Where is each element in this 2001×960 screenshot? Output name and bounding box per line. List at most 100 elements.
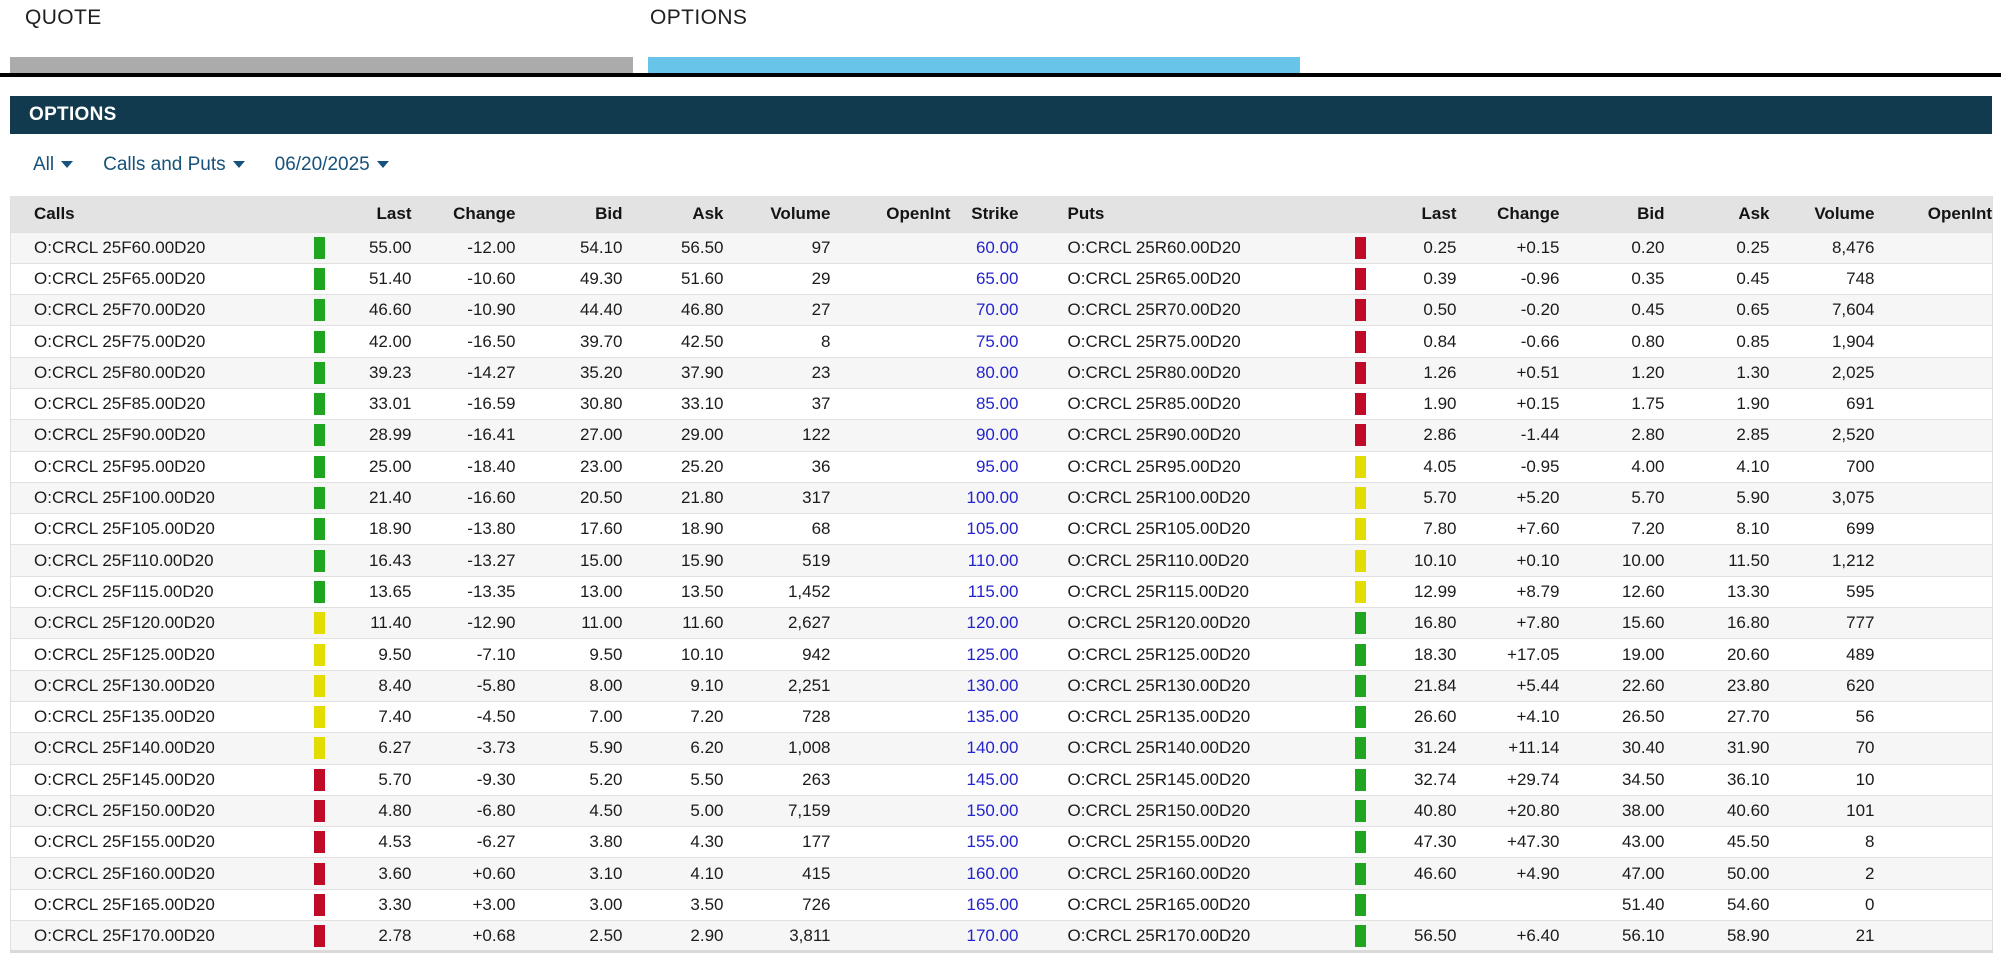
strike-link[interactable]: 160.00 [966, 863, 1019, 883]
put-change-cell: +29.74 [1507, 769, 1560, 789]
call-ask-cell: 25.20 [680, 456, 724, 476]
strike-link[interactable]: 125.00 [966, 644, 1019, 664]
type-dropdown[interactable]: Calls and Puts [103, 154, 245, 176]
call-last-cell: 13.65 [368, 581, 412, 601]
call-symbol-cell: O:CRCL 25F170.00D20 [34, 925, 215, 945]
green-signal-icon [314, 580, 325, 603]
expiration-dropdown[interactable]: 06/20/2025 [275, 154, 389, 176]
put-last-cell: 47.30 [1413, 832, 1457, 852]
put-signal-bar [1346, 420, 1376, 451]
put-last-cell: 0.84 [1423, 331, 1457, 351]
strike-link[interactable]: 85.00 [975, 394, 1019, 414]
green-signal-icon [314, 549, 325, 572]
column-header-put-change: Change [1497, 203, 1560, 223]
put-signal-bar [1346, 733, 1376, 764]
tab-options-underline[interactable] [648, 57, 1300, 73]
put-bid-cell: 12.60 [1621, 581, 1665, 601]
put-symbol-cell: O:CRCL 25R65.00D20 [1067, 268, 1241, 288]
call-volume-cell: 728 [802, 707, 831, 727]
put-volume-cell: 2,025 [1831, 362, 1875, 382]
strike-link[interactable]: 155.00 [966, 832, 1019, 852]
call-change-cell: -12.00 [467, 237, 516, 257]
put-last-cell: 5.70 [1423, 488, 1457, 508]
put-change-cell: +4.90 [1516, 863, 1560, 883]
put-change-cell: +0.15 [1516, 394, 1560, 414]
green-signal-icon [314, 393, 325, 416]
call-symbol-cell: O:CRCL 25F125.00D20 [34, 644, 215, 664]
call-openint-cell [831, 858, 951, 889]
put-signal-bar [1346, 388, 1376, 419]
put-symbol-cell: O:CRCL 25R165.00D20 [1067, 894, 1251, 914]
call-signal-bar [305, 889, 335, 920]
tab-quote[interactable]: QUOTE [25, 6, 102, 29]
strike-link[interactable]: 130.00 [966, 675, 1019, 695]
put-symbol-cell: O:CRCL 25R120.00D20 [1067, 613, 1251, 633]
strike-link[interactable]: 165.00 [966, 894, 1019, 914]
put-signal-bar [1346, 921, 1376, 952]
call-last-cell: 5.70 [378, 769, 412, 789]
put-signal-bar [1346, 545, 1376, 576]
call-ask-cell: 15.90 [680, 550, 724, 570]
put-signal-bar [1346, 232, 1376, 263]
tab-quote-underline[interactable] [10, 57, 633, 73]
call-bid-cell: 3.10 [589, 863, 623, 883]
strike-link[interactable]: 135.00 [966, 707, 1019, 727]
tab-options[interactable]: OPTIONS [650, 6, 748, 29]
strike-link[interactable]: 70.00 [975, 300, 1019, 320]
put-last-cell: 31.24 [1413, 738, 1457, 758]
strike-link[interactable]: 120.00 [966, 613, 1019, 633]
red-signal-icon [1355, 299, 1366, 322]
strike-link[interactable]: 90.00 [975, 425, 1019, 445]
strike-link[interactable]: 80.00 [975, 362, 1019, 382]
strike-link[interactable]: 150.00 [966, 800, 1019, 820]
put-symbol-cell: O:CRCL 25R105.00D20 [1067, 519, 1251, 539]
put-signal-bar [1346, 514, 1376, 545]
green-signal-icon [1355, 862, 1366, 885]
put-symbol-cell: O:CRCL 25R130.00D20 [1067, 675, 1251, 695]
strike-link[interactable]: 60.00 [975, 237, 1019, 257]
strike-link[interactable]: 115.00 [967, 581, 1019, 601]
strike-link[interactable]: 140.00 [966, 738, 1019, 758]
strike-link[interactable]: 110.00 [967, 550, 1019, 570]
range-dropdown[interactable]: All [33, 154, 74, 176]
put-ask-cell: 20.60 [1726, 644, 1770, 664]
green-signal-icon [314, 330, 325, 353]
strike-link[interactable]: 65.00 [975, 268, 1019, 288]
put-openint-cell [1875, 639, 1993, 670]
put-openint-cell [1875, 670, 1993, 701]
strike-link[interactable]: 75.00 [975, 331, 1019, 351]
put-ask-cell: 36.10 [1726, 769, 1770, 789]
put-openint-cell [1875, 764, 1993, 795]
strike-link[interactable]: 145.00 [966, 769, 1019, 789]
put-volume-cell: 777 [1846, 613, 1875, 633]
green-signal-icon [1355, 799, 1366, 822]
put-openint-cell [1875, 858, 1993, 889]
call-signal-bar [305, 451, 335, 482]
put-ask-cell: 27.70 [1726, 707, 1770, 727]
put-last-cell: 1.26 [1423, 362, 1457, 382]
call-last-cell: 33.01 [368, 394, 412, 414]
put-change-cell: +5.44 [1516, 675, 1560, 695]
green-signal-icon [314, 455, 325, 478]
strike-link[interactable]: 100.00 [966, 488, 1019, 508]
strike-link[interactable]: 95.00 [975, 456, 1019, 476]
column-header-put-bid: Bid [1637, 203, 1665, 223]
call-change-cell: -13.80 [467, 519, 516, 539]
put-symbol-cell: O:CRCL 25R160.00D20 [1067, 863, 1251, 883]
call-last-cell: 28.99 [368, 425, 412, 445]
put-volume-cell: 101 [1846, 800, 1875, 820]
put-last-cell: 4.05 [1423, 456, 1457, 476]
put-ask-cell: 40.60 [1726, 800, 1770, 820]
call-openint-cell [831, 295, 951, 326]
put-ask-cell: 1.90 [1736, 394, 1770, 414]
type-dropdown-label: Calls and Puts [103, 154, 226, 175]
call-bid-cell: 30.80 [579, 394, 623, 414]
put-bid-cell: 10.00 [1621, 550, 1665, 570]
yellow-signal-icon [1355, 487, 1366, 510]
call-last-cell: 4.80 [378, 800, 412, 820]
strike-link[interactable]: 105.00 [966, 519, 1019, 539]
strike-link[interactable]: 170.00 [966, 925, 1019, 945]
put-bid-cell: 22.60 [1621, 675, 1665, 695]
option-row: O:CRCL 25F150.00D20 4.80 -6.80 4.50 5.00 7,15… [10, 795, 1993, 827]
put-signal-bar [1346, 889, 1376, 920]
